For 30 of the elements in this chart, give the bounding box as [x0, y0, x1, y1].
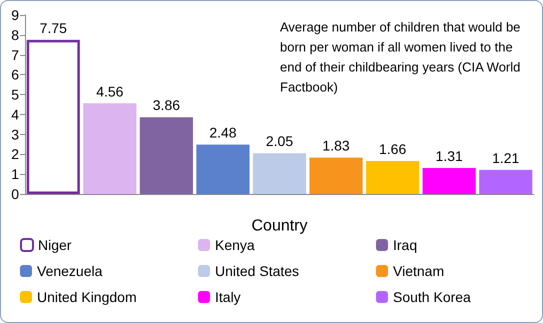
y-tick-label: 9	[11, 7, 20, 23]
legend-label: Kenya	[215, 237, 255, 253]
y-tick-label: 6	[11, 66, 20, 83]
x-axis-title: Country	[251, 218, 308, 234]
y-tick-label: 0	[11, 186, 20, 202]
data-label: 3.86	[152, 97, 180, 114]
data-label: 2.05	[266, 133, 294, 150]
y-tick-label: 2	[11, 146, 20, 162]
data-label: 2.48	[209, 124, 237, 141]
y-tick-label: 4	[11, 106, 20, 122]
legend-label: United States	[215, 263, 300, 279]
data-label: 1.21	[492, 150, 520, 166]
data-label: 1.83	[322, 138, 350, 154]
data-label: 1.66	[378, 140, 406, 157]
legend-label: Niger	[38, 237, 72, 253]
legend-label: Italy	[215, 289, 241, 305]
legend-label: Venezuela	[37, 263, 103, 279]
legend-label: United Kingdom	[37, 289, 137, 305]
y-tick-label: 7	[11, 46, 20, 63]
y-tick-label: 3	[11, 126, 20, 142]
data-label: 7.75	[40, 20, 68, 36]
legend-label: Vietnam	[393, 263, 444, 279]
y-tick-label: 8	[11, 26, 20, 43]
y-tick-label: 5	[11, 86, 20, 103]
data-label: 4.56	[96, 83, 124, 100]
annotation: Average number of children that would be born per woman if all women lived to the end of their childbearing years (CIA World Factbook)	[280, 20, 524, 94]
legend-label: Iraq	[393, 237, 418, 253]
legend-label: South Korea	[393, 289, 472, 305]
y-tick-label: 1	[11, 166, 20, 182]
data-label: 1.31	[436, 148, 464, 164]
